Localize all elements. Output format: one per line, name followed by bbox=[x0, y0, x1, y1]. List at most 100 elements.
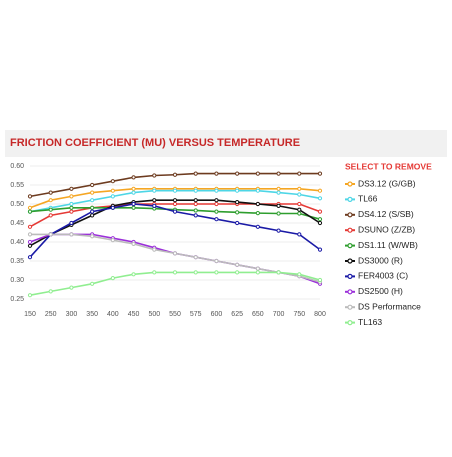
data-point bbox=[193, 208, 198, 213]
legend-dot[interactable] bbox=[347, 212, 353, 218]
data-point bbox=[27, 232, 33, 237]
x-tick-label: 350 bbox=[86, 311, 98, 318]
data-point bbox=[193, 213, 198, 218]
data-point bbox=[131, 186, 136, 191]
data-point bbox=[255, 201, 260, 207]
legend-dot[interactable] bbox=[347, 196, 353, 202]
data-point bbox=[297, 207, 302, 212]
y-tick-label: 0.45 bbox=[10, 220, 24, 227]
data-point bbox=[69, 186, 74, 191]
data-point bbox=[110, 179, 115, 184]
data-point bbox=[69, 209, 74, 214]
data-point bbox=[48, 289, 53, 294]
legend-dot[interactable] bbox=[347, 320, 353, 326]
legend-label[interactable]: DS3.12 (G/GB) bbox=[358, 178, 416, 188]
legend-label[interactable]: FER4003 (C) bbox=[358, 271, 408, 281]
legend-label[interactable]: TL66 bbox=[358, 194, 378, 204]
data-point bbox=[297, 211, 302, 216]
data-point bbox=[48, 232, 53, 237]
legend-label[interactable]: DS1.11 (W/WB) bbox=[358, 240, 418, 250]
data-point bbox=[27, 255, 33, 260]
y-tick-label: 0.40 bbox=[10, 239, 24, 246]
legend-dot[interactable] bbox=[347, 304, 353, 310]
x-tick-label: 600 bbox=[211, 311, 223, 318]
legend-label[interactable]: DS Performance bbox=[358, 301, 421, 311]
data-point bbox=[131, 175, 136, 180]
legend-dot[interactable] bbox=[347, 258, 353, 264]
data-point bbox=[214, 198, 219, 203]
data-point bbox=[131, 205, 136, 210]
data-point bbox=[193, 198, 198, 203]
data-point bbox=[235, 171, 240, 176]
data-point bbox=[235, 262, 240, 267]
data-point bbox=[317, 220, 323, 226]
series-line bbox=[29, 271, 321, 296]
data-point bbox=[110, 276, 115, 281]
data-point bbox=[276, 228, 281, 233]
data-point bbox=[276, 190, 281, 195]
y-tick-label: 0.50 bbox=[10, 201, 24, 208]
x-tick-label: 400 bbox=[107, 311, 119, 318]
data-point bbox=[297, 201, 302, 207]
x-tick-label: 750 bbox=[293, 311, 305, 318]
data-point bbox=[255, 171, 260, 176]
data-point bbox=[152, 198, 157, 203]
x-tick-label: 450 bbox=[128, 311, 140, 318]
data-point bbox=[90, 234, 95, 239]
legend-label[interactable]: DS2500 (H) bbox=[358, 286, 403, 296]
data-point bbox=[276, 270, 281, 275]
x-tick-label: 500 bbox=[148, 311, 160, 318]
data-point bbox=[214, 217, 219, 222]
data-point bbox=[193, 255, 198, 260]
data-point bbox=[48, 190, 53, 195]
data-point bbox=[317, 196, 323, 201]
data-point bbox=[69, 285, 74, 290]
legend-dot[interactable] bbox=[347, 289, 353, 295]
legend-label[interactable]: DSUNO (Z/ZB) bbox=[358, 224, 415, 234]
x-tick-label: 300 bbox=[66, 311, 78, 318]
data-point bbox=[214, 201, 219, 207]
data-point bbox=[172, 172, 178, 177]
data-point bbox=[214, 258, 219, 264]
data-point bbox=[235, 210, 240, 215]
data-point bbox=[214, 209, 219, 214]
data-point bbox=[214, 188, 219, 193]
data-point bbox=[152, 173, 157, 178]
data-point bbox=[193, 171, 198, 176]
data-point bbox=[276, 203, 281, 208]
data-point bbox=[131, 241, 136, 246]
data-point bbox=[152, 247, 157, 252]
data-point bbox=[48, 198, 53, 203]
chart-title: FRICTION COEFFICIENT (MU) VERSUS TEMPERA… bbox=[10, 137, 300, 149]
legend-label[interactable]: DS4.12 (S/SB) bbox=[358, 209, 414, 219]
data-point bbox=[69, 232, 74, 237]
data-point bbox=[193, 270, 198, 275]
x-tick-label: 625 bbox=[231, 311, 243, 318]
data-point bbox=[297, 272, 302, 277]
data-point bbox=[317, 171, 323, 176]
legend-label[interactable]: DS3000 (R) bbox=[358, 255, 403, 265]
data-point bbox=[27, 194, 33, 199]
legend-dot[interactable] bbox=[347, 273, 353, 279]
data-point bbox=[172, 209, 178, 214]
data-point bbox=[69, 205, 74, 210]
legend-label[interactable]: TL163 bbox=[358, 317, 382, 327]
data-point bbox=[172, 188, 178, 193]
y-tick-label: 0.60 bbox=[10, 163, 24, 170]
data-point bbox=[235, 200, 240, 205]
data-point bbox=[297, 192, 302, 197]
data-point bbox=[27, 239, 33, 245]
x-tick-label: 575 bbox=[190, 311, 202, 318]
data-point bbox=[69, 201, 74, 207]
legend-dot[interactable] bbox=[347, 243, 353, 249]
legend-dot[interactable] bbox=[347, 227, 353, 233]
data-point bbox=[90, 281, 95, 286]
data-point bbox=[255, 188, 260, 193]
data-point bbox=[276, 186, 281, 191]
data-point bbox=[152, 188, 157, 193]
data-point bbox=[48, 207, 53, 212]
data-point bbox=[317, 247, 323, 252]
data-point bbox=[297, 171, 302, 176]
legend-dot[interactable] bbox=[347, 181, 353, 187]
data-point bbox=[27, 224, 33, 229]
